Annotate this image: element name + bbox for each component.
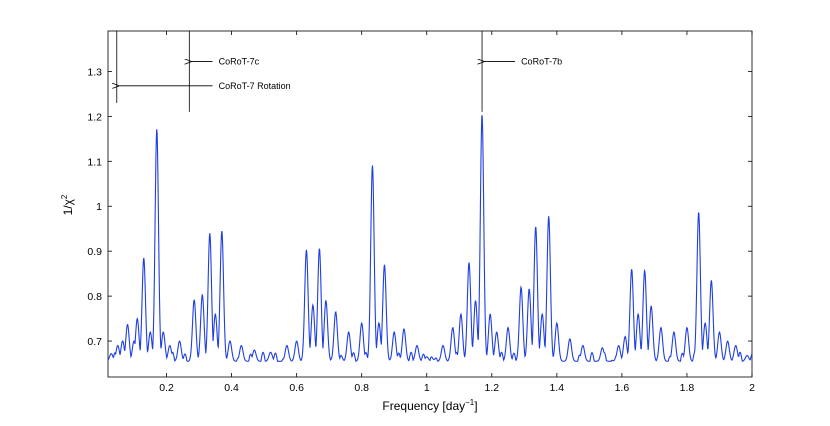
x-tick-label: 0.8: [354, 382, 369, 394]
tick-layer: 0.2 0.4 0.6 0.8 1 1.2 1.4 1.6 1.8 2 0.7 0.8 0.9 1 1.1 1…: [87, 31, 755, 394]
x-tick-label: 1.8: [680, 382, 695, 394]
x-tick-label: 1.2: [484, 382, 499, 394]
y-tick-label: 1.3: [87, 66, 102, 78]
annotation-label: CoRoT-7c: [219, 57, 260, 67]
x-tick-label: 0.4: [224, 382, 239, 394]
x-tick-label: 2: [749, 382, 755, 394]
y-tick-label: 1.2: [87, 111, 102, 123]
annotation-label: CoRoT-7 Rotation: [219, 81, 291, 91]
y-axis-label-superscript: 2: [60, 194, 69, 199]
y-tick-label: 0.8: [87, 291, 102, 303]
x-axis-label-superscript: −1: [465, 398, 475, 407]
y-tick-label: 0.7: [87, 336, 102, 348]
series-line: [107, 115, 753, 362]
x-tick-label: 1: [424, 382, 430, 394]
y-tick-label: 1: [96, 201, 102, 213]
y-tick-label: 0.9: [87, 246, 102, 258]
x-tick-label: 0.2: [159, 382, 174, 394]
x-axis-label: Frequency [day−1]: [382, 398, 477, 413]
annotation-layer: CoRoT-7c CoRoT-7 Rotation CoRoT-7b: [117, 31, 562, 112]
y-tick-label: 1.1: [87, 156, 102, 168]
curve-layer: [107, 115, 753, 362]
x-tick-label: 1.6: [615, 382, 630, 394]
y-axis-label: 1/χ2: [60, 194, 75, 215]
x-tick-label: 1.4: [550, 382, 565, 394]
x-tick-label: 0.6: [289, 382, 304, 394]
plot-area: [107, 30, 753, 378]
annotation-label: CoRoT-7b: [521, 57, 562, 67]
